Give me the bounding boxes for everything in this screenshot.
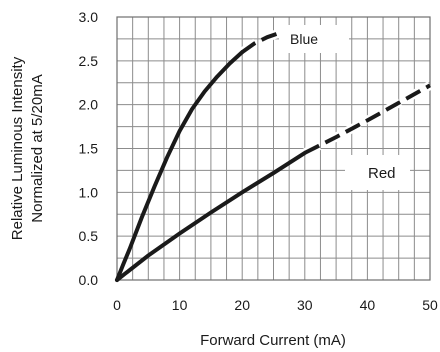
series-lines (115, 28, 433, 282)
x-tick-label: 10 (172, 297, 188, 313)
series-label-red-background (345, 155, 410, 190)
series-blue-dashed-line (241, 30, 281, 54)
x-axis-title: Forward Current (mA) (200, 332, 346, 349)
y-axis-title-line-2: Normalized at 5/20mA (29, 74, 46, 222)
plot-frame (116, 16, 431, 281)
x-tick-label: 50 (422, 297, 438, 313)
series-label-blue-background (279, 25, 349, 53)
series-label-blue: Blue (290, 31, 318, 47)
y-tick-label: 2.0 (79, 97, 99, 113)
y-tick-label: 1.0 (79, 184, 99, 200)
x-tick-label: 20 (234, 297, 250, 313)
y-tick-label: 3.0 (79, 9, 99, 25)
y-tick-label: 0.5 (79, 228, 99, 244)
y-tick-label: 1.5 (79, 141, 99, 157)
x-tick-label: 30 (297, 297, 313, 313)
series-label-red: Red (368, 165, 396, 182)
x-tick-label: 0 (113, 297, 121, 313)
series-blue-solid-line (115, 50, 245, 282)
x-tick-label: 40 (360, 297, 376, 313)
axis-titles: Forward Current (mA) Relative Luminous In… (9, 56, 346, 349)
y-tick-label: 0.0 (79, 272, 99, 288)
y-axis-title-line-1: Relative Luminous Intensity (9, 56, 26, 240)
series-red-solid-line (115, 150, 307, 282)
grid (116, 16, 431, 281)
series-labels: Blue Red (279, 25, 410, 190)
series-red-dashed-line (303, 83, 431, 155)
y-tick-label: 2.5 (79, 53, 99, 69)
tick-labels: 0 10 20 30 40 50 0.0 0.5 1.0 1.5 2.0 2.5 3.0 (79, 9, 438, 313)
